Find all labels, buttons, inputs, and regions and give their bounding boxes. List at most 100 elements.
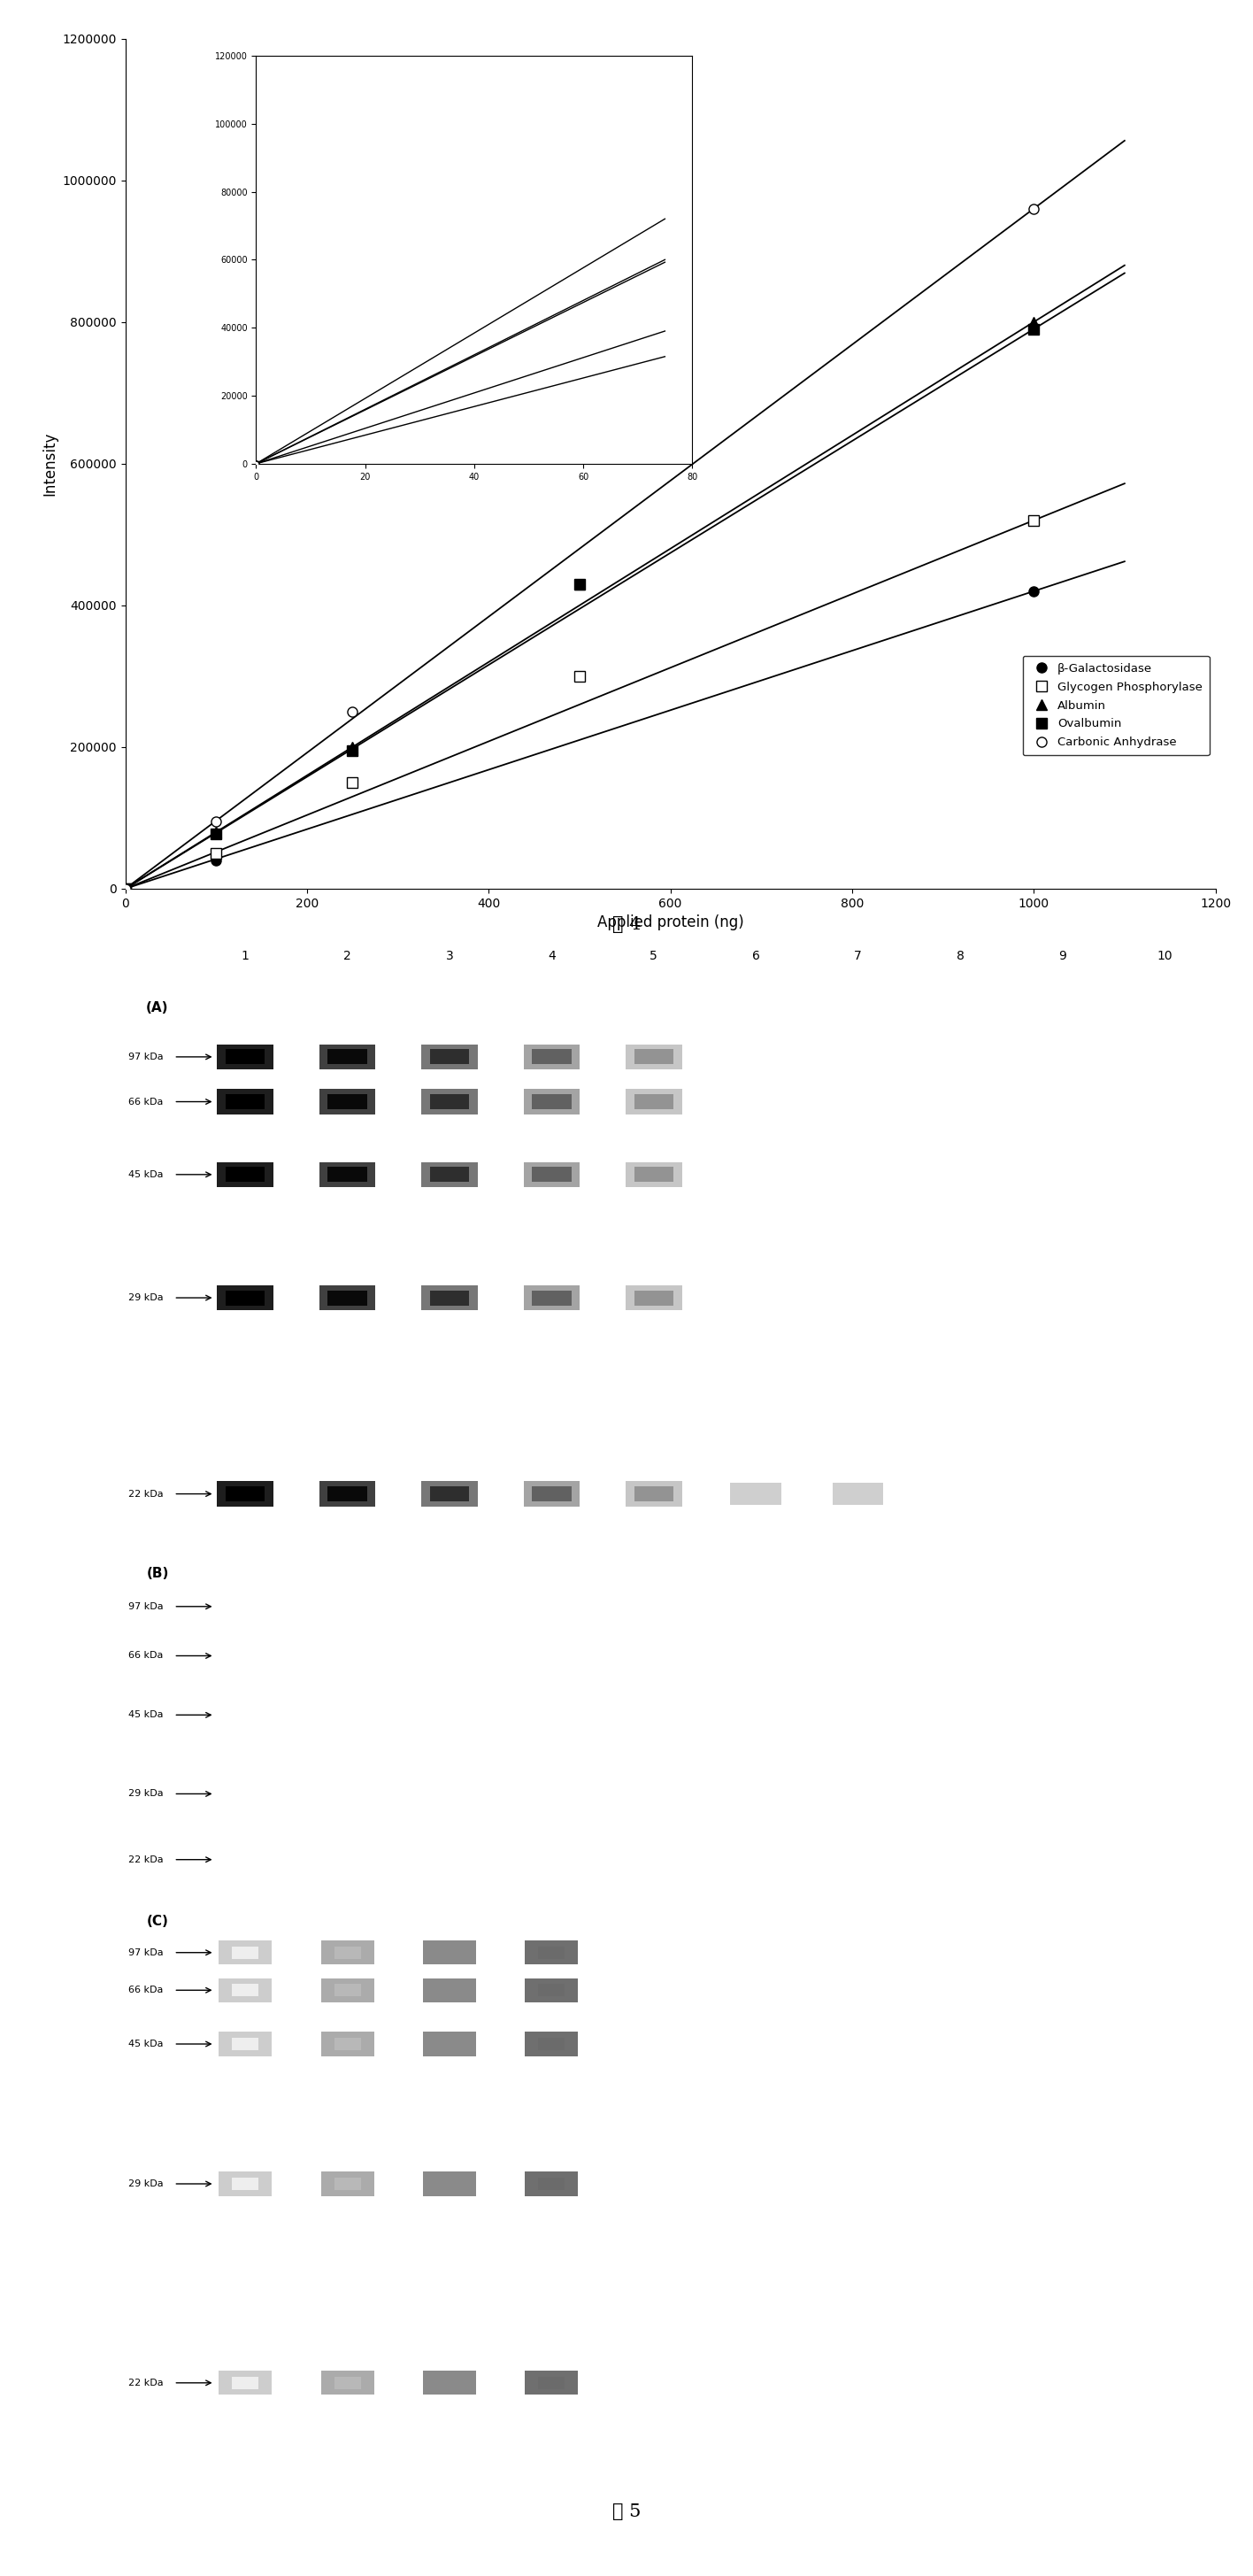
- Bar: [424, 2370, 476, 2396]
- Bar: [533, 1048, 571, 1064]
- Bar: [335, 2378, 361, 2388]
- Bar: [226, 1048, 264, 1064]
- Bar: [424, 2172, 476, 2195]
- Bar: [226, 1291, 264, 1306]
- Text: 29 kDa: 29 kDa: [129, 2179, 164, 2187]
- Text: (C): (C): [147, 1914, 169, 1929]
- Text: 97 kDa: 97 kDa: [129, 1602, 164, 1610]
- Bar: [436, 1984, 462, 1996]
- Text: 8: 8: [956, 951, 964, 961]
- Bar: [832, 1484, 883, 1504]
- Bar: [525, 2172, 578, 2195]
- Bar: [328, 1486, 367, 1502]
- Bar: [232, 1947, 258, 1958]
- Bar: [533, 1291, 571, 1306]
- Bar: [226, 1486, 264, 1502]
- Text: (B): (B): [147, 1566, 169, 1579]
- Bar: [320, 1285, 376, 1311]
- Text: 10: 10: [1157, 951, 1172, 961]
- Text: 9: 9: [1059, 951, 1066, 961]
- Bar: [430, 1167, 469, 1182]
- Bar: [525, 2032, 578, 2056]
- Bar: [436, 2177, 462, 2190]
- Bar: [320, 1162, 376, 1188]
- Bar: [226, 1095, 264, 1110]
- Text: 45 kDa: 45 kDa: [129, 1170, 164, 1180]
- Bar: [421, 1090, 477, 1115]
- Bar: [320, 1090, 376, 1115]
- Bar: [524, 1285, 580, 1311]
- Bar: [328, 1291, 367, 1306]
- Bar: [524, 1043, 580, 1069]
- Bar: [634, 1486, 673, 1502]
- Bar: [539, 2378, 565, 2388]
- Bar: [539, 2038, 565, 2050]
- Bar: [533, 1486, 571, 1502]
- Bar: [625, 1043, 682, 1069]
- Bar: [321, 2172, 373, 2195]
- Bar: [321, 1940, 373, 1965]
- Bar: [533, 1167, 571, 1182]
- Bar: [335, 2038, 361, 2050]
- Bar: [634, 1167, 673, 1182]
- Bar: [335, 1984, 361, 1996]
- Bar: [217, 1481, 273, 1507]
- Bar: [430, 1048, 469, 1064]
- Legend: β-Galactosidase, Glycogen Phosphorylase, Albumin, Ovalbumin, Carbonic Anhydrase: β-Galactosidase, Glycogen Phosphorylase,…: [1022, 657, 1209, 755]
- Bar: [525, 1940, 578, 1965]
- Bar: [217, 1285, 273, 1311]
- Bar: [217, 1090, 273, 1115]
- Bar: [430, 1291, 469, 1306]
- Bar: [421, 1285, 477, 1311]
- Bar: [625, 1285, 682, 1311]
- Bar: [219, 2032, 272, 2056]
- Bar: [424, 1940, 476, 1965]
- Bar: [524, 1481, 580, 1507]
- Text: 45 kDa: 45 kDa: [129, 1710, 164, 1718]
- Bar: [328, 1095, 367, 1110]
- Bar: [524, 1162, 580, 1188]
- Text: 2: 2: [343, 951, 351, 961]
- Bar: [226, 1167, 264, 1182]
- Bar: [335, 2177, 361, 2190]
- Bar: [421, 1043, 477, 1069]
- Bar: [634, 1048, 673, 1064]
- Bar: [421, 1162, 477, 1188]
- Text: 图 4: 图 4: [613, 917, 640, 933]
- Bar: [219, 1940, 272, 1965]
- Text: 22 kDa: 22 kDa: [129, 1489, 164, 1499]
- Bar: [436, 2378, 462, 2388]
- Bar: [217, 1043, 273, 1069]
- Text: (A): (A): [147, 1002, 169, 1015]
- Text: 66 kDa: 66 kDa: [129, 1097, 164, 1105]
- Text: 45 kDa: 45 kDa: [129, 2040, 164, 2048]
- Bar: [430, 1486, 469, 1502]
- Text: 4: 4: [548, 951, 555, 961]
- Text: 图 5: 图 5: [613, 2504, 640, 2519]
- Bar: [430, 1095, 469, 1110]
- Bar: [634, 1095, 673, 1110]
- Bar: [421, 1481, 477, 1507]
- Text: 22 kDa: 22 kDa: [129, 2378, 164, 2388]
- Text: 7: 7: [855, 951, 862, 961]
- Bar: [232, 1984, 258, 1996]
- Bar: [217, 1162, 273, 1188]
- X-axis label: Applied protein (ng): Applied protein (ng): [596, 914, 744, 930]
- Bar: [625, 1162, 682, 1188]
- Bar: [424, 2032, 476, 2056]
- Text: 6: 6: [752, 951, 759, 961]
- Bar: [625, 1481, 682, 1507]
- Bar: [321, 1978, 373, 2002]
- Bar: [328, 1167, 367, 1182]
- Bar: [539, 1947, 565, 1958]
- Bar: [625, 1090, 682, 1115]
- Y-axis label: Intensity: Intensity: [41, 433, 58, 495]
- Bar: [436, 2038, 462, 2050]
- Text: 97 kDa: 97 kDa: [129, 1054, 164, 1061]
- Bar: [320, 1043, 376, 1069]
- Bar: [539, 1984, 565, 1996]
- Bar: [219, 2370, 272, 2396]
- Text: 97 kDa: 97 kDa: [129, 1947, 164, 1958]
- Text: 29 kDa: 29 kDa: [129, 1293, 164, 1303]
- Bar: [524, 1090, 580, 1115]
